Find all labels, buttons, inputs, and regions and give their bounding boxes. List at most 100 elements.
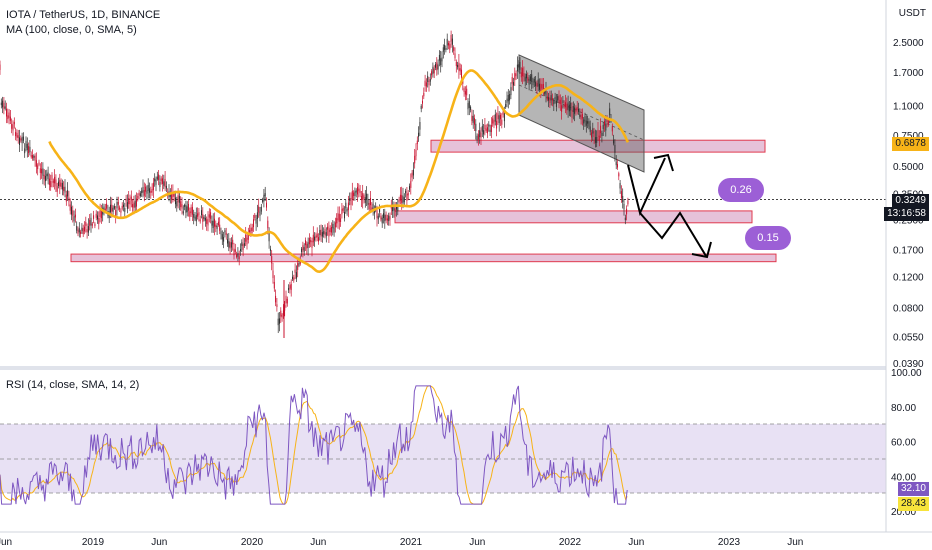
candle-body bbox=[502, 111, 504, 115]
candle-body bbox=[314, 236, 316, 241]
candle-body bbox=[487, 127, 488, 134]
zone-rect bbox=[394, 210, 753, 224]
candle-body bbox=[55, 179, 57, 187]
candle-body bbox=[398, 199, 400, 203]
candle-body bbox=[596, 136, 598, 143]
candle-body bbox=[368, 202, 370, 210]
target-label-1[interactable]: 0.26 bbox=[718, 178, 764, 202]
candle-body bbox=[357, 186, 358, 195]
channel-midline bbox=[518, 84, 645, 141]
candle-body bbox=[520, 72, 522, 78]
candle-body bbox=[37, 165, 39, 170]
candle-body bbox=[134, 201, 136, 208]
candle-body bbox=[366, 193, 368, 201]
target-label-2[interactable]: 0.15 bbox=[745, 226, 791, 250]
candle-body bbox=[150, 190, 152, 193]
candle-body bbox=[311, 241, 313, 248]
candle-body bbox=[185, 205, 187, 213]
candle-body bbox=[7, 115, 9, 120]
time-tick-label: Jun bbox=[787, 537, 803, 548]
candle-body bbox=[619, 183, 621, 189]
candle-body bbox=[242, 244, 244, 250]
candle-body bbox=[550, 95, 552, 101]
candle-body bbox=[501, 119, 503, 125]
candle-body bbox=[381, 217, 383, 224]
candle-body bbox=[308, 238, 310, 245]
zone-rect bbox=[70, 253, 777, 263]
candle-body bbox=[424, 80, 426, 86]
candle-body bbox=[58, 181, 59, 187]
candle-body bbox=[485, 128, 487, 132]
time-axis[interactable] bbox=[0, 531, 932, 550]
price-pane[interactable] bbox=[0, 30, 886, 338]
candle-body bbox=[490, 125, 492, 133]
candle-body bbox=[271, 256, 273, 264]
candle-body bbox=[286, 298, 288, 304]
candle-body bbox=[214, 218, 215, 227]
candle-body bbox=[450, 34, 452, 42]
price-tick-label: 0.0390 bbox=[893, 359, 924, 370]
countdown-tag: 13:16:58 bbox=[884, 207, 929, 221]
candle-body bbox=[354, 191, 356, 197]
candle-body bbox=[299, 260, 301, 264]
candle-body bbox=[565, 102, 566, 108]
candle-body bbox=[173, 193, 175, 197]
candle-body bbox=[199, 219, 201, 222]
candle-body bbox=[384, 214, 386, 222]
candle-body bbox=[593, 131, 595, 137]
candle-body bbox=[497, 113, 499, 120]
candle-body bbox=[201, 210, 202, 216]
candle-body bbox=[154, 178, 156, 182]
candle-body bbox=[533, 79, 535, 83]
candle-body bbox=[68, 197, 70, 202]
candle-body bbox=[106, 203, 108, 209]
candle-body bbox=[351, 190, 353, 199]
candle-body bbox=[598, 135, 600, 142]
candle-body bbox=[163, 181, 165, 186]
candle-body bbox=[216, 225, 218, 229]
candle-body bbox=[59, 179, 61, 187]
candle-body bbox=[457, 64, 459, 68]
candle-body bbox=[626, 208, 628, 215]
candle-body bbox=[71, 206, 72, 215]
candle-body bbox=[60, 182, 62, 187]
projection-arrowhead-up bbox=[653, 153, 674, 172]
candle-body bbox=[120, 210, 122, 213]
rsi-value-tag: 32.10 bbox=[897, 482, 929, 496]
candle-body bbox=[515, 73, 517, 77]
price-axis[interactable] bbox=[885, 0, 932, 532]
candle-body bbox=[507, 94, 509, 102]
candle-body bbox=[100, 210, 102, 219]
candle-body bbox=[316, 233, 318, 238]
candle-body bbox=[139, 193, 141, 197]
candle-body bbox=[624, 217, 626, 221]
candle-body bbox=[263, 194, 265, 202]
candle-body bbox=[115, 210, 117, 216]
candle-body bbox=[432, 66, 434, 74]
candle-body bbox=[155, 179, 157, 185]
candle-body bbox=[243, 243, 245, 246]
price-tick-label: 2.5000 bbox=[893, 38, 924, 49]
candle-body bbox=[220, 231, 222, 235]
candle-body bbox=[344, 211, 345, 219]
candle-body bbox=[611, 126, 613, 132]
candle-body bbox=[46, 173, 48, 177]
rsi-tick-label: 20.00 bbox=[891, 507, 916, 518]
candle-body bbox=[468, 101, 470, 108]
candle-body bbox=[93, 215, 95, 219]
current-price-tag: 0.3249 bbox=[892, 194, 929, 208]
candle-body bbox=[567, 102, 569, 110]
candle-body bbox=[587, 121, 589, 124]
candle-body bbox=[541, 84, 543, 89]
candle-body bbox=[266, 202, 267, 208]
rsi-pane[interactable] bbox=[0, 385, 886, 505]
candle-body bbox=[256, 212, 258, 219]
candle-body bbox=[373, 209, 375, 214]
candle-body bbox=[535, 81, 537, 87]
candle-body bbox=[251, 227, 253, 232]
candle-body bbox=[477, 134, 479, 140]
candle-body bbox=[45, 175, 46, 182]
candle-body bbox=[72, 210, 74, 216]
candle-body bbox=[4, 106, 6, 109]
